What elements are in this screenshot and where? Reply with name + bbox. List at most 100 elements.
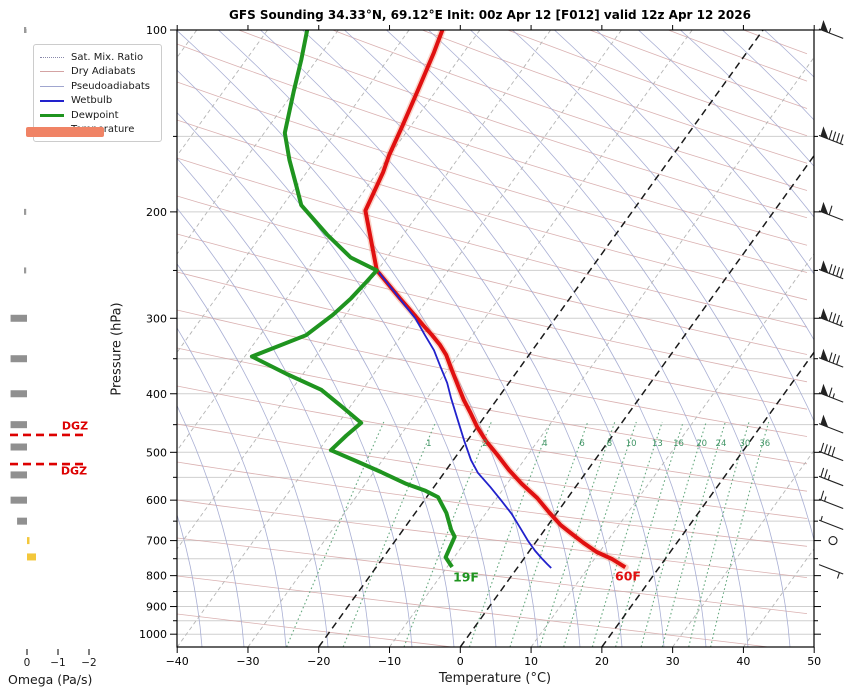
x-tick-label-40: 40	[736, 655, 750, 668]
wind-barb-450	[818, 414, 844, 434]
pseudoadiabat	[301, 30, 665, 647]
dry-adiabat	[237, 30, 808, 219]
y-tick-label-700: 700	[146, 535, 167, 548]
dry-adiabat-line-icon	[40, 71, 64, 73]
barb-staff	[818, 519, 844, 531]
barb-pennant	[820, 126, 829, 140]
mixing-ratio-label-30: 30	[739, 439, 750, 449]
isotherm--90	[177, 30, 268, 157]
mixing-ratio-label-10: 10	[626, 439, 637, 449]
barb-pennant	[820, 201, 829, 215]
mixing-ratio-label-4: 4	[542, 439, 547, 449]
barb-full	[832, 313, 837, 323]
dry-adiabat	[506, 30, 808, 137]
pseudoadiabat	[177, 111, 455, 647]
barb-full	[820, 490, 825, 501]
x-tick-label-20: 20	[595, 655, 609, 668]
pseudoadiabat	[177, 327, 287, 647]
x-tick-label--10: −10	[378, 655, 401, 668]
dry-adiabat	[177, 537, 808, 614]
pseudoadiabat	[553, 30, 814, 341]
legend-item-wetbulb: Wetbulb	[40, 94, 155, 109]
legend-item-dry-adiabats: Dry Adiabats	[40, 65, 155, 80]
omega-zero-tick-100-marker	[24, 29, 27, 33]
isotherm--40	[177, 30, 622, 647]
pseudoadiabat	[637, 30, 814, 218]
legend-label: Sat. Mix. Ratio	[71, 51, 144, 63]
barb-half	[828, 28, 832, 34]
barb-pennant	[820, 383, 829, 397]
mixing-ratio-line-24	[661, 421, 726, 647]
pseudoadiabat	[595, 30, 814, 275]
surface-temperature-annotation: 60F	[615, 568, 641, 584]
x-tick-label-0: 0	[457, 655, 464, 668]
barb-half	[836, 572, 840, 579]
legend-label: Dry Adiabats	[71, 66, 136, 78]
dry-adiabat	[177, 271, 808, 410]
y-tick-label-500: 500	[146, 446, 167, 459]
omega-bar-600	[10, 496, 27, 504]
y-tick-label-800: 800	[146, 570, 167, 583]
barb-full	[836, 355, 840, 365]
omega-axis-label: Omega (Pa/s)	[8, 672, 93, 687]
y-tick-label-1000: 1000	[139, 628, 167, 641]
pseudoadiabat	[763, 30, 814, 78]
barb-pennant	[820, 348, 829, 362]
wind-barb-600	[818, 490, 844, 510]
isotherm--20	[318, 30, 764, 647]
wind-barb-100	[818, 20, 844, 39]
x-tick-label-50: 50	[807, 655, 821, 668]
y-tick-label-600: 600	[146, 494, 167, 507]
mixing-ratio-label-36: 36	[759, 439, 770, 449]
wind-barb-400	[818, 383, 844, 403]
temperature-curve	[363, 30, 627, 569]
dry-adiabat	[177, 613, 456, 647]
isotherm-0	[459, 154, 814, 647]
isotherm--60	[177, 30, 481, 452]
pseudoadiabat	[177, 69, 497, 647]
mixing-ratio-line-6	[509, 421, 589, 647]
omega-zero-tick-200	[24, 208, 27, 215]
mixing-ratio-label-16: 16	[673, 439, 684, 449]
legend-label: Dewpoint	[71, 109, 119, 121]
barb-full	[836, 266, 840, 277]
barb-full	[836, 314, 840, 325]
x-tick-label--30: −30	[236, 655, 259, 668]
isotherm-50	[813, 646, 814, 647]
barb-pennant	[820, 308, 829, 322]
dewpoint-line-icon	[40, 113, 64, 117]
dry-adiabat	[177, 195, 808, 355]
mixing-ratio-line-13	[591, 421, 663, 647]
barb-full	[824, 469, 828, 479]
isotherm-10	[530, 253, 814, 647]
barb-full	[828, 387, 833, 397]
pseudoadiabat	[177, 157, 413, 647]
barb-full	[832, 265, 837, 275]
omega-tick-minus1: −1	[50, 657, 66, 669]
barb-full	[820, 467, 825, 478]
dgz-upper-label: DGZ	[61, 419, 89, 433]
dry-adiabat	[177, 81, 808, 273]
barb-full	[828, 130, 833, 140]
wind-barb-250	[818, 260, 844, 280]
legend-label: Wetbulb	[71, 95, 113, 107]
omega-tick-0: 0	[23, 657, 31, 669]
temperature-legend-underlay	[26, 127, 104, 137]
legend-label: Pseudoadiabats	[71, 80, 151, 92]
isotherm--50	[177, 30, 552, 550]
dry-adiabat	[177, 43, 808, 246]
dry-adiabat	[177, 690, 807, 695]
isotherm-40	[743, 548, 814, 647]
pseudoadiabat	[385, 30, 749, 647]
barb-pennant	[820, 260, 829, 274]
mixing-ratio-label-1: 1	[426, 439, 431, 449]
barb-half	[824, 496, 827, 502]
barb-full	[828, 264, 833, 274]
mixing-ratio-line-0.5	[286, 421, 385, 647]
mixing-ratio-label-24: 24	[716, 439, 727, 449]
mixing-ratio-line-1	[342, 421, 437, 647]
pseudoadiabat	[177, 513, 203, 647]
y-tick-label-300: 300	[146, 312, 167, 325]
barb-full	[828, 352, 833, 362]
